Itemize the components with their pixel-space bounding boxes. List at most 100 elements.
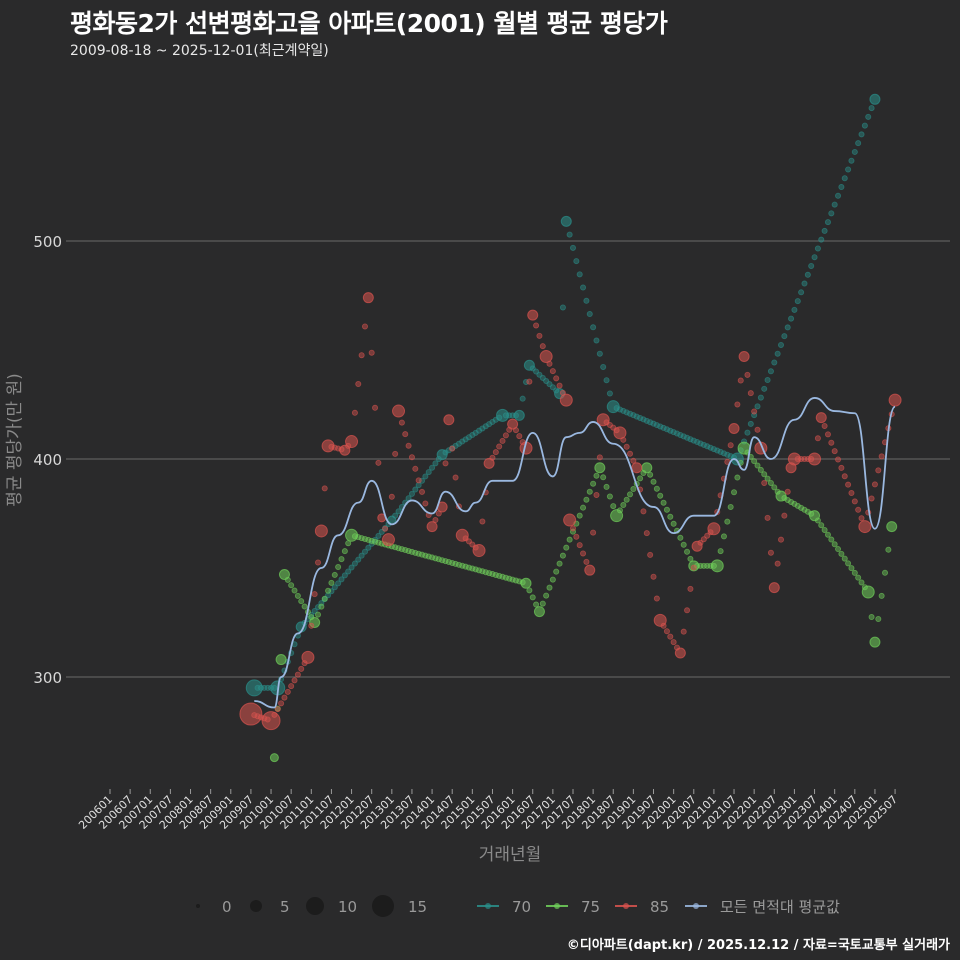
data-point [606,400,620,414]
trail-dot [553,568,560,575]
trail-dot [761,479,768,486]
trail-dot [533,322,540,329]
data-point [426,521,438,533]
data-point [472,544,486,558]
trail-dot [281,694,288,701]
trail-dot [596,350,603,357]
trail-dot [445,559,452,566]
trail-dot [610,503,617,510]
data-point [381,533,395,547]
size-legend-circle [196,904,200,908]
trail-dot [372,404,379,411]
trail-dot [710,446,717,453]
trail-dot [851,148,858,155]
trail-dot [425,553,432,560]
data-point [261,711,281,731]
data-point [533,606,545,618]
trail-dot [778,536,785,543]
trail-dot [868,495,875,502]
series-70 [245,93,881,697]
trail-dot [650,573,657,580]
trail-dot [845,166,852,173]
trail-dot [717,448,724,455]
trail-dot [338,576,345,583]
trail-dot [828,536,835,543]
trail-dot [315,559,322,566]
trail-dot [734,401,741,408]
trail-dot [576,542,583,549]
trail-dot [596,454,603,461]
trail-dot [754,462,761,469]
trail-dot [325,587,332,594]
trail-dot [603,483,610,490]
trail-dot [395,545,402,552]
trail-dot [687,555,694,562]
trail-dot [774,560,781,567]
trail-dot [556,560,563,567]
trail-dot [754,426,761,433]
trail-dot [569,244,576,251]
trail-dot [835,546,842,553]
trail-dot [804,508,811,515]
trail-dot [781,512,788,519]
trail-dot [583,297,590,304]
trail-dot [811,254,818,261]
data-point [728,422,740,434]
trail-dot [764,377,771,384]
data-point [737,441,751,455]
trail-dot [744,371,751,378]
trail-dot [623,443,630,450]
trail-dot [543,592,550,599]
series-75 [269,441,898,763]
data-point [314,524,328,538]
trail-dot [680,433,687,440]
trail-dot [593,337,600,344]
trail-dot [536,332,543,339]
trail-dot [549,368,556,375]
trail-dot [841,175,848,182]
data-point [345,528,359,542]
trail-dot [586,311,593,318]
trail-dot [684,548,691,555]
trail-dot [559,304,566,311]
trail-dot [566,536,573,543]
trail-dot [875,467,882,474]
trail-dot [653,485,660,492]
trail-dot [784,488,791,495]
data-point [594,462,606,474]
trail-dot [499,573,506,580]
trail-dot [727,503,734,510]
trail-dot [791,306,798,313]
trail-dot [412,465,419,472]
trail-dot [824,219,831,226]
trail-dot [687,585,694,592]
trail-dot [348,564,355,571]
trail-dot [875,616,882,623]
trail-dot [845,481,852,488]
trail-dot [858,515,865,522]
trail-dot [402,431,409,438]
trail-dot [318,603,325,610]
trail-dot [452,474,459,481]
trail-dot [771,359,778,366]
trail-dot [388,493,395,500]
trail-dot [549,576,556,583]
trail-dot [288,683,295,690]
trail-dot [600,474,607,481]
trail-dot [600,363,607,370]
data-point [443,414,455,426]
trail-dot [284,688,291,695]
trail-dot [442,460,449,467]
trail-dot [580,550,587,557]
trail-dot [576,271,583,278]
trail-dot [878,592,885,599]
trail-dot [338,556,345,563]
data-point [674,647,686,659]
trail-dot [408,490,415,497]
trail-dot [660,499,667,506]
trail-dot [627,410,634,417]
trail-dot [821,526,828,533]
data-point [631,462,643,474]
trail-dot [442,558,449,565]
trail-dot [633,413,640,420]
